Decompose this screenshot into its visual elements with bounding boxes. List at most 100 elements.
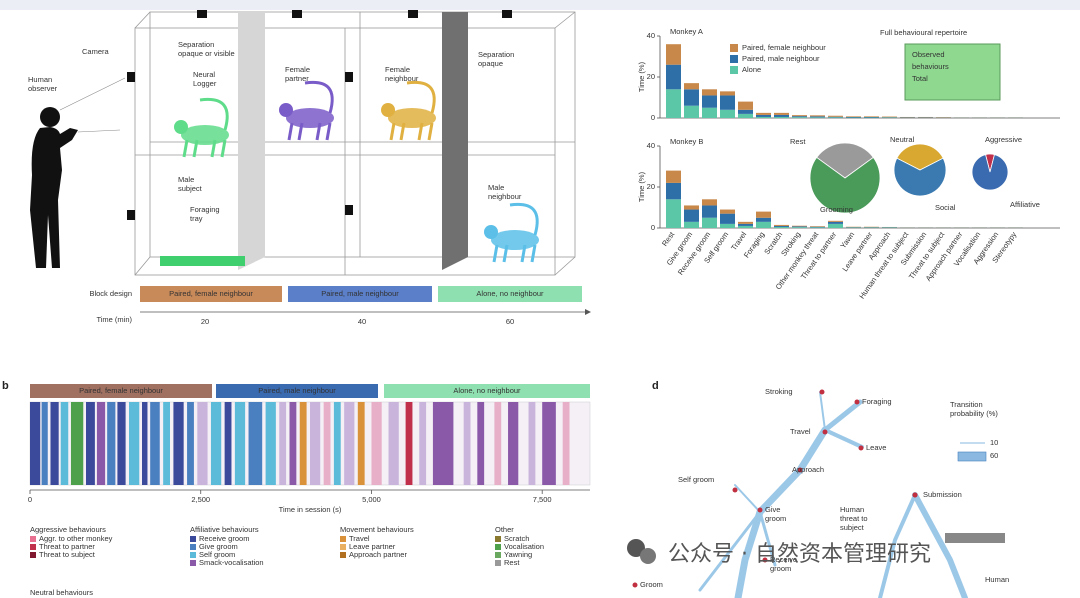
segment: [60, 402, 69, 485]
monkey: [484, 225, 498, 239]
bar: [810, 227, 825, 228]
segment: [234, 402, 246, 485]
block-text: Paired, male neighbour: [258, 386, 336, 395]
bar: [720, 91, 735, 96]
monkey: [381, 103, 395, 117]
bar: [828, 221, 843, 224]
camera-icons: [127, 10, 512, 220]
label: Human: [28, 75, 52, 84]
bar: [828, 223, 843, 228]
segment: [542, 402, 556, 485]
segment: [562, 402, 570, 485]
node: [854, 399, 860, 405]
top-strip: [0, 0, 1080, 10]
segment: [265, 402, 276, 485]
monkey: [417, 122, 424, 141]
legend-swatch: [30, 536, 36, 542]
bar: [738, 113, 753, 118]
box-text: behaviours: [912, 62, 949, 71]
network-edges: [698, 391, 968, 598]
bar: [810, 115, 825, 117]
pie-label: Social: [935, 203, 956, 212]
legend-title: Other: [495, 525, 514, 534]
legend-label: Threat to subject: [39, 550, 96, 559]
segment: [371, 402, 382, 485]
segment: [432, 402, 454, 485]
segment: [248, 402, 263, 485]
monkey: [491, 230, 539, 250]
bar: [882, 116, 897, 118]
block: [30, 384, 212, 398]
box-text: Observed: [912, 50, 945, 59]
node-label: groom: [770, 564, 791, 573]
node: [732, 487, 738, 493]
x-tick-label: 5,000: [362, 495, 381, 504]
legend-swatch: [495, 552, 501, 558]
node: [632, 582, 638, 588]
tick-label: 40: [358, 317, 366, 326]
bar: [774, 116, 789, 118]
panel-letter: d: [652, 380, 659, 392]
node-label: threat to: [840, 514, 868, 523]
node-label: Groom: [640, 580, 663, 589]
y-tick-label: 20: [647, 182, 655, 191]
bar: [756, 211, 771, 218]
monkey: [492, 244, 499, 263]
monkey: [315, 122, 322, 141]
segment: [299, 402, 307, 485]
label: opaque: [478, 59, 503, 68]
monkey: [287, 122, 294, 141]
legend-label: Paired, male neighbour: [742, 54, 820, 63]
node-label: Submission: [923, 490, 962, 499]
label: Male: [488, 183, 504, 192]
bar: [720, 109, 735, 118]
legend-swatch: [190, 552, 196, 558]
label: Logger: [193, 79, 217, 88]
bar: [702, 199, 717, 206]
legend-swatch: [730, 44, 738, 52]
bar: [864, 116, 879, 118]
monkey: [181, 125, 229, 145]
segment: [117, 402, 126, 485]
legend-swatch: [730, 55, 738, 63]
legend-label: Give groom: [199, 542, 238, 551]
label: observer: [28, 84, 58, 93]
monkey: [406, 80, 436, 114]
segment: [173, 402, 184, 485]
bar: [756, 114, 771, 117]
monkey: [210, 139, 217, 158]
bar: [792, 227, 807, 228]
node: [757, 507, 763, 513]
bar: [828, 115, 843, 117]
legend-label: Smack-vocalisation: [199, 558, 264, 567]
bar: [864, 116, 879, 117]
bar: [720, 213, 735, 224]
block-text: Alone, no neighbour: [476, 289, 544, 298]
monkey: [388, 108, 436, 128]
block-text: Alone, no neighbour: [453, 386, 521, 395]
bar: [774, 114, 789, 117]
x-tick-label: Yawn: [838, 230, 856, 250]
monkey: [286, 108, 334, 128]
bar: [810, 116, 825, 118]
segment: [107, 402, 116, 485]
bar: [720, 95, 735, 110]
monkey: [509, 202, 539, 236]
monkey: [182, 139, 189, 158]
bar: [774, 224, 789, 226]
segment: [388, 402, 399, 485]
y-tick-label: 20: [647, 72, 655, 81]
sight-line: [77, 129, 121, 133]
bar: [756, 116, 771, 118]
bar: [702, 89, 717, 96]
bar: [666, 44, 681, 65]
node-label: Receive: [770, 555, 797, 564]
arrow-head: [585, 309, 591, 315]
monkey: [389, 122, 396, 141]
y-axis-label: Time (%): [637, 61, 646, 92]
segment: [528, 402, 536, 485]
block: [216, 384, 378, 398]
node-label: Stroking: [765, 387, 793, 396]
pie-slice: [971, 154, 1009, 191]
